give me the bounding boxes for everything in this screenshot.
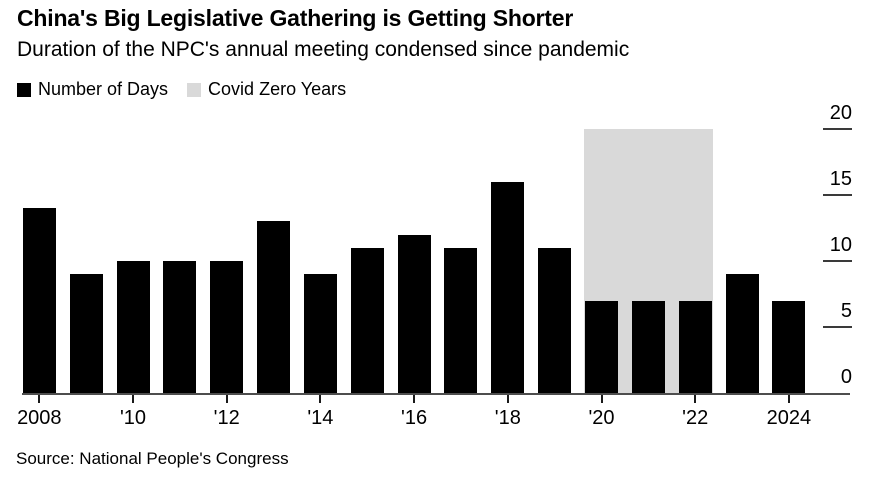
bar-2016: [397, 234, 431, 393]
y-label-20: 20: [829, 102, 852, 124]
bar-2021: [631, 300, 665, 393]
legend-item-covid-zero-years: Covid Zero Years: [187, 79, 346, 100]
x-tick-2010: [132, 395, 134, 403]
chart-subtitle: Duration of the NPC's annual meeting con…: [17, 38, 630, 61]
bar-2014: [303, 274, 337, 393]
x-label-2018: '18: [494, 407, 521, 429]
y-label-5: 5: [840, 300, 852, 322]
y-tick-15: [823, 194, 852, 196]
legend-swatch-number-of-days: [17, 82, 31, 97]
y-tick-20: [823, 128, 852, 130]
x-tick-2012: [225, 395, 228, 403]
x-label-2010: '10: [119, 407, 147, 429]
y-label-10: 10: [829, 234, 852, 256]
x-tick-2022: [694, 395, 697, 403]
y-tick-5: [823, 326, 852, 328]
y-tick-10: [823, 260, 852, 262]
y-label-15: 15: [829, 168, 852, 190]
x-tick-2016: [413, 395, 416, 403]
x-label-2008: 2008: [17, 407, 62, 429]
x-label-2016: '16: [401, 407, 428, 429]
legend-label-number-of-days: Number of Days: [38, 79, 169, 99]
bar-2011: [163, 261, 197, 393]
x-label-2014: '14: [307, 407, 334, 429]
y-label-0: 0: [840, 366, 852, 388]
bar-2023: [725, 274, 759, 393]
bar-2015: [350, 247, 384, 393]
bar-2017: [444, 247, 478, 393]
x-label-2024: 2024: [766, 407, 812, 429]
bar-2013: [257, 221, 291, 393]
x-tick-2018: [506, 395, 509, 403]
bar-2019: [538, 247, 572, 393]
x-tick-2008: [38, 395, 41, 403]
x-label-2012: '12: [213, 407, 240, 429]
source-note: Source: National People's Congress: [16, 449, 289, 468]
x-tick-2020: [600, 395, 603, 403]
chart-legend: Number of Days Covid Zero Years: [17, 79, 346, 100]
chart-title: China's Big Legislative Gathering is Get…: [17, 5, 574, 31]
legend-label-covid-zero-years: Covid Zero Years: [208, 79, 347, 99]
bar-2012: [210, 261, 244, 393]
bar-2024: [772, 300, 806, 393]
x-axis-line: [22, 393, 850, 395]
legend-swatch-covid-zero-years: [187, 82, 202, 97]
legend-item-number-of-days: Number of Days: [17, 79, 168, 100]
x-tick-2014: [319, 395, 322, 403]
bar-2020: [585, 300, 618, 393]
bar-2018: [491, 181, 525, 393]
bar-2008: [22, 208, 56, 393]
x-label-2022: '22: [682, 407, 709, 429]
x-tick-2024: [787, 395, 790, 403]
bar-2010: [116, 261, 150, 393]
bar-2009: [69, 274, 103, 393]
x-label-2020: '20: [588, 407, 615, 429]
bar-2022: [678, 300, 712, 393]
